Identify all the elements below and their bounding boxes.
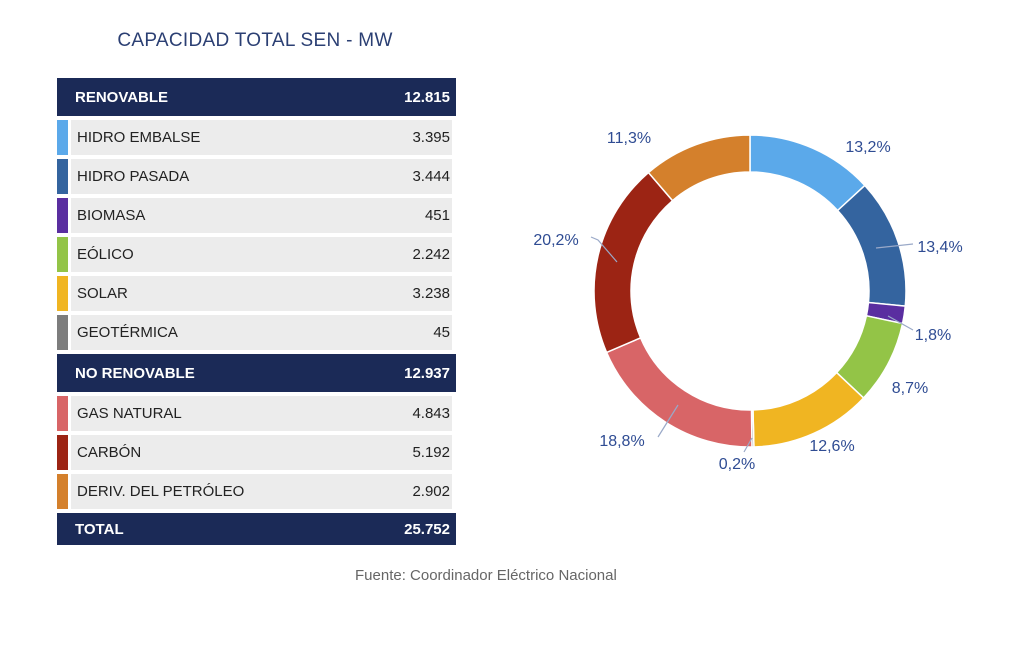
row-value: 2.902: [412, 483, 450, 500]
row-hidro-embalse: HIDRO EMBALSE 3.395: [57, 120, 456, 155]
slice-hidro-embalse: [749, 134, 866, 212]
row-background: [71, 435, 452, 470]
row-label: BIOMASA: [77, 207, 146, 224]
row-background: [71, 396, 452, 431]
row-geotermica: GEOTÉRMICA 45: [57, 315, 456, 350]
color-swatch: [57, 396, 68, 431]
row-background: [71, 198, 452, 233]
row-value: 3.238: [412, 285, 450, 302]
row-background: [71, 237, 452, 272]
row-eolico: EÓLICO 2.242: [57, 237, 456, 272]
row-carbon: CARBÓN 5.192: [57, 435, 456, 470]
slice-label-deriv-del-petroleo: 11,3%: [607, 130, 651, 147]
slice-eolico: [835, 314, 904, 400]
leader-line: [875, 243, 914, 249]
slice-label-hidro-pasada: 13,4%: [917, 239, 962, 256]
row-background: [71, 474, 452, 509]
color-swatch: [57, 315, 68, 350]
row-solar: SOLAR 3.238: [57, 276, 456, 311]
row-value: 2.242: [412, 246, 450, 263]
renovable-header-row: RENOVABLE 12.815: [57, 78, 456, 116]
color-swatch: [57, 276, 68, 311]
leader-line: [590, 236, 618, 263]
row-value: 45: [433, 324, 450, 341]
slice-geotermica: [750, 409, 755, 448]
slice-carbon: [593, 171, 674, 354]
row-value: 4.843: [412, 405, 450, 422]
row-background: [71, 120, 452, 155]
slice-label-eolico: 8,7%: [892, 380, 928, 397]
source-note: Fuente: Coordinador Eléctrico Nacional: [355, 567, 617, 584]
row-value: 3.395: [412, 129, 450, 146]
slice-hidro-pasada: [836, 184, 907, 307]
total-row: TOTAL 25.752: [57, 513, 456, 545]
color-swatch: [57, 237, 68, 272]
row-label: HIDRO EMBALSE: [77, 129, 201, 146]
row-hidro-pasada: HIDRO PASADA 3.444: [57, 159, 456, 194]
no-renovable-header-label: NO RENOVABLE: [75, 364, 195, 382]
slice-label-hidro-embalse: 13,2%: [845, 139, 890, 156]
row-value: 5.192: [412, 444, 450, 461]
row-background: [71, 159, 452, 194]
row-value: 3.444: [412, 168, 450, 185]
slice-solar: [752, 371, 865, 448]
row-label: GEOTÉRMICA: [77, 324, 178, 341]
chart-title: CAPACIDAD TOTAL SEN - MW: [117, 30, 393, 51]
row-label: GAS NATURAL: [77, 405, 182, 422]
leader-line: [887, 315, 914, 331]
slice-deriv-del-petroleo: [647, 134, 751, 202]
slice-label-solar: 12,6%: [809, 438, 854, 455]
row-background: [71, 315, 452, 350]
total-value: 25.752: [404, 520, 450, 538]
row-label: HIDRO PASADA: [77, 168, 190, 185]
row-value: 451: [424, 207, 450, 224]
slice-label-carbon: 20,2%: [533, 232, 578, 249]
renovable-header-label: RENOVABLE: [75, 88, 169, 106]
slice-biomasa: [865, 301, 907, 325]
row-biomasa: BIOMASA 451: [57, 198, 456, 233]
color-swatch: [57, 159, 68, 194]
row-label: CARBÓN: [77, 444, 142, 461]
row-deriv-del-petroleo: DERIV. DEL PETRÓLEO 2.902: [57, 474, 456, 509]
renovable-header-value: 12.815: [404, 88, 450, 106]
leader-line: [657, 404, 679, 438]
no-renovable-header-value: 12.937: [404, 364, 450, 382]
capacity-table: RENOVABLE 12.815 HIDRO EMBALSE 3.395 HIDRO…: [57, 78, 456, 545]
row-label: EÓLICO: [77, 246, 134, 263]
slice-label-gas-natural: 18,8%: [599, 433, 644, 450]
color-swatch: [57, 474, 68, 509]
row-background: [71, 276, 452, 311]
slice-label-biomasa: 1,8%: [915, 327, 951, 344]
row-gas-natural: GAS NATURAL 4.843: [57, 396, 456, 431]
total-label: TOTAL: [75, 520, 124, 538]
row-label: SOLAR: [77, 285, 128, 302]
row-label: DERIV. DEL PETRÓLEO: [77, 483, 245, 500]
color-swatch: [57, 120, 68, 155]
slice-gas-natural: [605, 336, 753, 448]
leader-line: [743, 437, 753, 453]
no-renovable-header-row: NO RENOVABLE 12.937: [57, 354, 456, 392]
slice-label-geotermica: 0,2%: [719, 456, 755, 473]
color-swatch: [57, 435, 68, 470]
color-swatch: [57, 198, 68, 233]
